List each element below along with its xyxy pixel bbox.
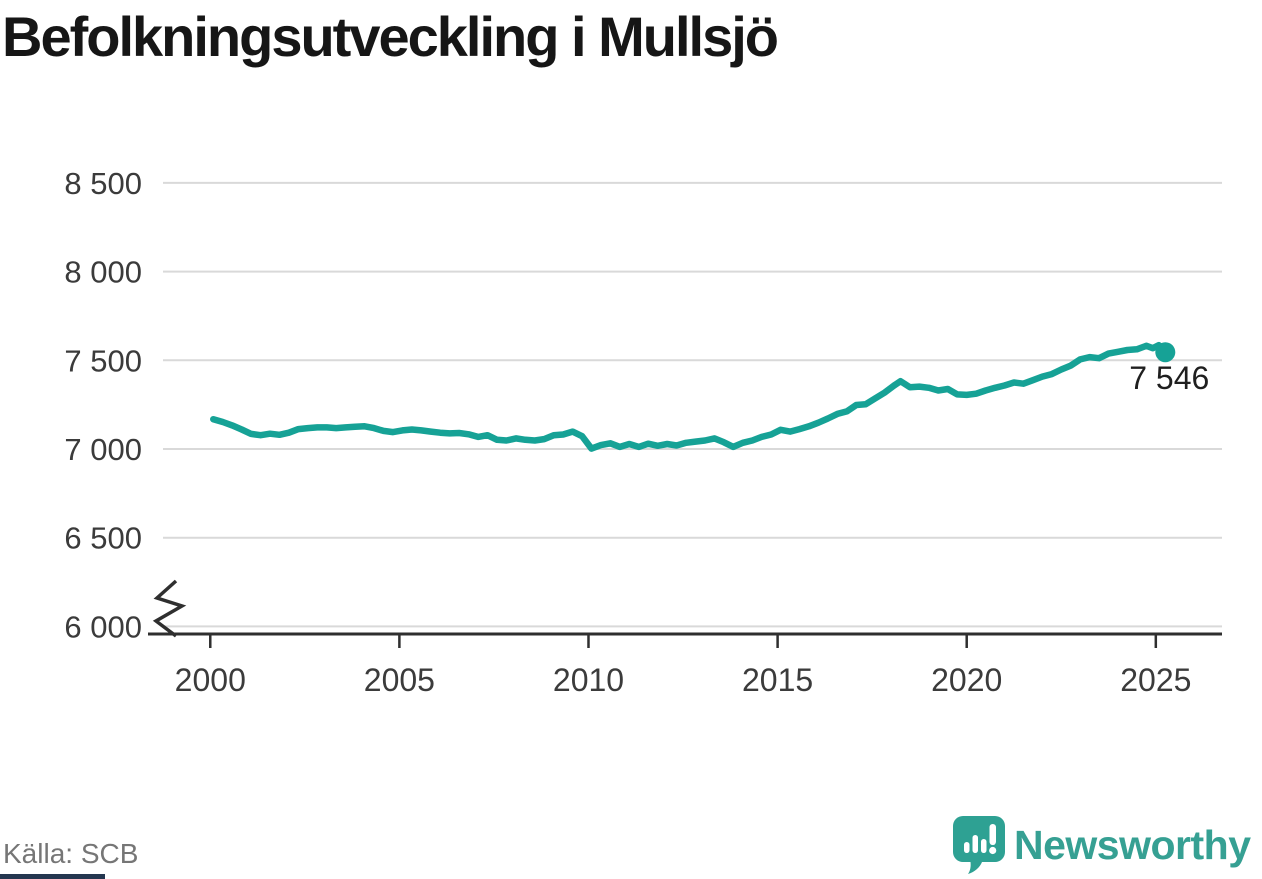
x-tick-label: 2010 (553, 662, 624, 698)
y-tick-label: 8 000 (64, 255, 142, 290)
newsworthy-bubble-icon (953, 816, 1005, 874)
exclamation-stem (989, 824, 996, 845)
y-tick-label: 7 500 (64, 343, 142, 378)
source-label: Källa: SCB (3, 838, 139, 869)
y-tick-label: 6 000 (64, 609, 142, 644)
x-tick-label: 2000 (175, 662, 246, 698)
x-tick-label: 2005 (364, 662, 435, 698)
x-tick-label: 2025 (1120, 662, 1191, 698)
speech-bubble-shape (953, 816, 1005, 874)
bar-2 (972, 835, 978, 853)
bar-1 (964, 842, 970, 853)
x-tick-label: 2020 (931, 662, 1002, 698)
bar-3 (981, 839, 987, 853)
newsworthy-logo: Newsworthy (948, 813, 1260, 875)
y-axis-break-icon (152, 579, 187, 638)
population-line (210, 341, 1169, 452)
y-tick-label: 8 500 (64, 166, 142, 201)
exclamation-dot (989, 846, 997, 855)
x-tick-label: 2015 (742, 662, 813, 698)
brand-name: Newsworthy (1014, 822, 1251, 868)
bottom-accent-bar (0, 874, 105, 879)
y-tick-label: 7 000 (64, 432, 142, 467)
chart-title: Befolkningsutveckling i Mullsjö (2, 5, 779, 68)
end-value-label: 7 546 (1129, 360, 1209, 396)
y-tick-label: 6 500 (64, 521, 142, 556)
end-point-marker (1155, 342, 1176, 363)
